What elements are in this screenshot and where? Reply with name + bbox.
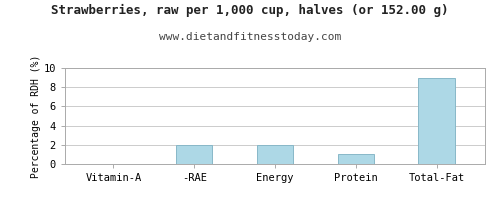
Bar: [257, 145, 293, 164]
Bar: [338, 154, 374, 164]
Bar: [176, 145, 212, 164]
Bar: [418, 78, 454, 164]
Y-axis label: Percentage of RDH (%): Percentage of RDH (%): [30, 54, 40, 178]
Text: Strawberries, raw per 1,000 cup, halves (or 152.00 g): Strawberries, raw per 1,000 cup, halves …: [52, 4, 449, 17]
Text: www.dietandfitnesstoday.com: www.dietandfitnesstoday.com: [159, 32, 341, 42]
